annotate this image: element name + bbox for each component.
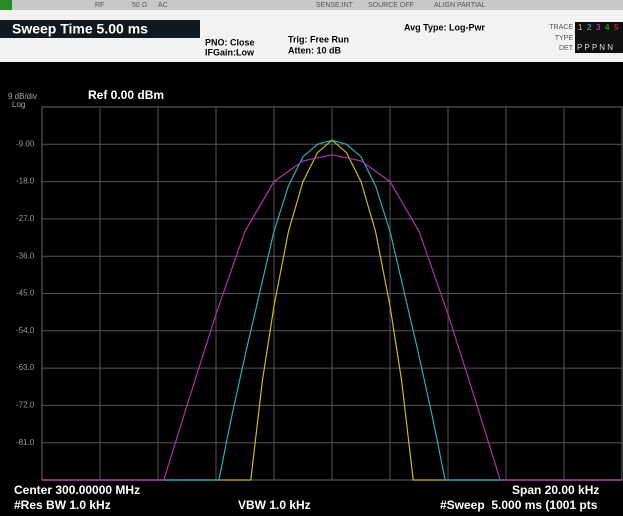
center-freq: Center 300.00000 MHz — [14, 483, 140, 497]
y-tick-label: -27.0 — [16, 214, 35, 223]
status-align: ALIGN PARTIAL — [434, 2, 486, 9]
y-tick-label: -81.0 — [16, 438, 35, 447]
ref-level: Ref 0.00 dBm — [88, 88, 164, 102]
type-label: TYPE — [555, 35, 574, 42]
trace-number: 4 — [605, 23, 610, 32]
span: Span 20.00 kHz — [512, 483, 599, 497]
rbw: #Res BW 1.0 kHz — [14, 498, 111, 512]
det-values: P P P N N — [577, 43, 613, 52]
y-tick-label: -18.0 — [16, 177, 35, 186]
status-icon — [0, 0, 12, 10]
display-bg — [0, 62, 623, 516]
trace-box — [575, 22, 623, 53]
status-coupling: AC — [158, 2, 168, 9]
status-source: SOURCE OFF — [368, 2, 414, 9]
sweep-time: Sweep Time 5.00 ms — [12, 21, 148, 37]
ifgain: IFGain:Low — [205, 47, 255, 57]
det-label: DET — [559, 45, 574, 52]
y-tick-label: -9.00 — [16, 139, 35, 148]
y-tick-label: -63.0 — [16, 363, 35, 372]
trace-number: 1 — [578, 23, 583, 32]
trace-label: TRACE — [549, 24, 573, 31]
status-sense: SENSE:INT — [316, 2, 354, 9]
status-rf: RF — [95, 2, 104, 9]
atten: Atten: 10 dB — [288, 45, 342, 55]
avg-type: Avg Type: Log-Pwr — [404, 22, 485, 32]
scale-label: 9 dB/div — [8, 92, 37, 101]
y-tick-label: -45.0 — [16, 289, 35, 298]
vbw: VBW 1.0 kHz — [238, 498, 311, 512]
pno: PNO: Close — [205, 37, 255, 47]
status-impedance: 50 Ω — [132, 2, 147, 9]
y-tick-label: -72.0 — [16, 401, 35, 410]
trig: Trig: Free Run — [288, 34, 349, 44]
y-tick-label: -54.0 — [16, 326, 35, 335]
trace — [42, 154, 622, 481]
y-tick-label: -36.0 — [16, 251, 35, 260]
trace-number: 3 — [596, 23, 601, 32]
trace-number: 5 — [614, 23, 619, 32]
trace — [42, 139, 622, 481]
scale-type: Log — [12, 100, 25, 109]
trace-number: 2 — [587, 23, 592, 32]
status-bar — [0, 0, 623, 10]
sweep-bar — [0, 20, 200, 38]
sweep: #Sweep 5.000 ms (1001 pts — [440, 498, 598, 512]
